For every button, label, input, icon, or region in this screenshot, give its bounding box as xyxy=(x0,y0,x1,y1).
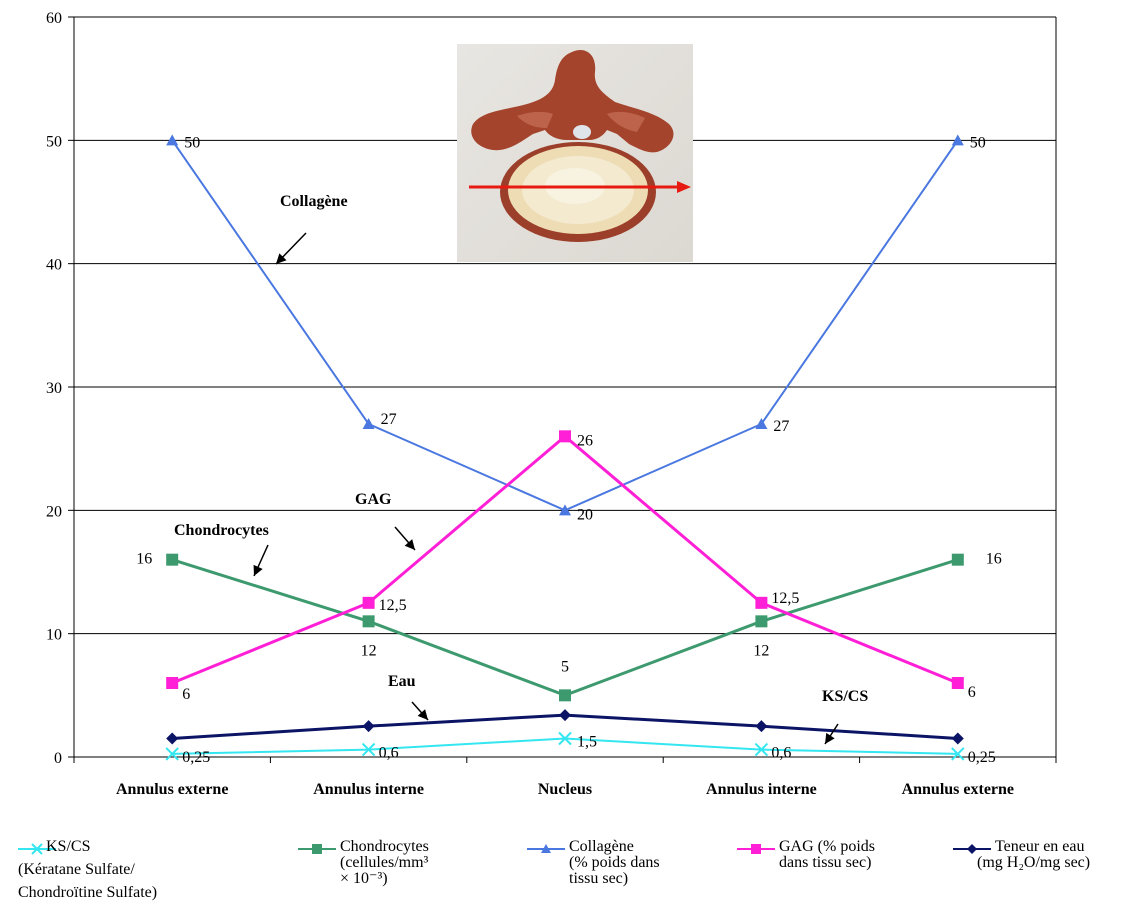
data-point-kscs xyxy=(165,747,179,761)
legend-text: (% poids dans xyxy=(569,854,660,871)
data-point-chondro xyxy=(362,615,375,628)
x-tick-label: Annulus interne xyxy=(706,781,817,798)
data-point-kscs xyxy=(951,747,965,761)
legend-text: (Kératane Sulfate/ xyxy=(18,861,135,878)
data-label-collagene: 20 xyxy=(577,506,593,523)
data-label-chondro: 12 xyxy=(753,642,769,659)
data-point-eau xyxy=(755,720,768,733)
data-label-kscs: 0,6 xyxy=(379,745,399,762)
data-point-kscs xyxy=(754,742,769,757)
data-point-gag xyxy=(166,677,179,689)
legend-swatch-marker xyxy=(31,843,43,855)
data-point-collagene xyxy=(951,134,964,146)
data-label-gag: 6 xyxy=(182,686,190,703)
data-label-collagene: 50 xyxy=(184,134,200,151)
chart-legend: KS/CS (Kératane Sulfate/Chondroïtine Sulf… xyxy=(0,838,1137,915)
y-tick-label: 30 xyxy=(46,380,62,397)
legend-text: (cellules/mm³ xyxy=(340,854,429,871)
legend-text: Chondrocytes xyxy=(340,838,429,855)
data-label-kscs: 1,5 xyxy=(577,734,597,751)
data-label-gag: 6 xyxy=(968,684,976,701)
annotation-label: Eau xyxy=(388,673,416,690)
data-label-chondro: 5 xyxy=(561,658,569,675)
annotation-arrowhead xyxy=(253,564,263,576)
data-point-gag xyxy=(559,430,571,443)
legend-text: × 10⁻³) xyxy=(340,870,388,887)
legend-swatch-gag xyxy=(737,844,775,854)
data-point-gag xyxy=(951,677,964,689)
legend-swatch-collagene xyxy=(527,844,565,853)
data-label-chondro: 16 xyxy=(136,551,152,568)
y-tick-label: 20 xyxy=(46,503,62,520)
x-tick-label: Annulus externe xyxy=(116,781,228,798)
data-point-eau xyxy=(951,732,964,745)
annotation-arrowhead xyxy=(825,732,835,744)
series-line-gag xyxy=(171,434,959,685)
legend-text: GAG (% poids xyxy=(779,838,875,855)
legend-swatch-marker xyxy=(967,844,977,854)
data-label-kscs: 0,25 xyxy=(182,749,210,766)
legend-text: Collagène xyxy=(569,838,634,855)
annotation-label: GAG xyxy=(355,491,392,508)
data-point-chondro xyxy=(951,553,964,566)
legend-swatch-kscs xyxy=(18,843,56,855)
data-point-collagene xyxy=(362,418,375,429)
annotation-label: KS/CS xyxy=(822,688,868,705)
data-point-gag xyxy=(362,596,375,609)
legend-text: Teneur en eau xyxy=(995,838,1085,855)
data-point-kscs xyxy=(361,742,376,757)
data-label-gag: 12,5 xyxy=(771,590,799,607)
vertebra-photo xyxy=(457,44,693,262)
vertebra-cross-section-image xyxy=(469,50,691,242)
series-line-kscs xyxy=(172,737,958,755)
legend-swatch-marker xyxy=(541,844,551,853)
x-tick-label: Annulus interne xyxy=(313,781,424,798)
legend-text: (mg H₂O/mg sec) xyxy=(977,854,1091,871)
legend-text: tissu sec) xyxy=(569,870,629,887)
data-point-collagene xyxy=(755,418,768,429)
annotation-label: Chondrocytes xyxy=(174,522,269,539)
legend-swatch-marker xyxy=(751,844,761,854)
data-point-gag xyxy=(755,596,768,609)
data-point-collagene xyxy=(166,134,179,146)
legend-text: Chondroïtine Sulfate) xyxy=(18,884,158,901)
legend-swatch-eau xyxy=(953,844,991,854)
data-label-collagene: 27 xyxy=(773,418,789,435)
annotation-arrowhead xyxy=(417,709,428,720)
data-point-chondro xyxy=(755,615,768,628)
y-tick-label: 60 xyxy=(46,10,62,27)
y-tick-label: 0 xyxy=(54,750,62,767)
line-chart: 0 10 20 30 40 50 60 Annulus externe Annulus inte… xyxy=(46,10,1057,798)
legend-swatch-marker xyxy=(312,844,322,854)
y-tick-label: 40 xyxy=(46,257,62,274)
data-label-collagene: 27 xyxy=(381,411,397,428)
data-label-kscs: 0,6 xyxy=(771,745,791,762)
data-point-collagene xyxy=(559,504,571,516)
legend-text: KS/CS xyxy=(46,838,91,855)
data-label-gag: 12,5 xyxy=(379,597,407,614)
data-point-eau xyxy=(362,720,375,733)
y-tick-label: 10 xyxy=(46,627,62,644)
data-point-chondro xyxy=(559,689,571,702)
annotation-arrowhead xyxy=(276,253,287,264)
y-tick-label: 50 xyxy=(46,133,62,150)
data-label-kscs: 0,25 xyxy=(968,749,996,766)
annotation-arrowhead xyxy=(404,539,415,550)
data-label-chondro: 12 xyxy=(361,642,377,659)
legend-text: dans tissu sec) xyxy=(779,854,872,871)
data-label-collagene: 50 xyxy=(970,134,986,151)
x-tick-label: Nucleus xyxy=(538,781,592,798)
data-point-eau xyxy=(166,732,179,745)
data-label-chondro: 16 xyxy=(986,551,1002,568)
data-point-eau xyxy=(559,709,571,722)
annotation-label: Collagène xyxy=(280,193,348,210)
legend-swatch-chondro xyxy=(298,844,336,854)
x-tick-label: Annulus externe xyxy=(902,781,1014,798)
data-point-chondro xyxy=(166,553,179,566)
data-label-gag: 26 xyxy=(577,432,593,449)
data-point-kscs xyxy=(558,731,572,746)
